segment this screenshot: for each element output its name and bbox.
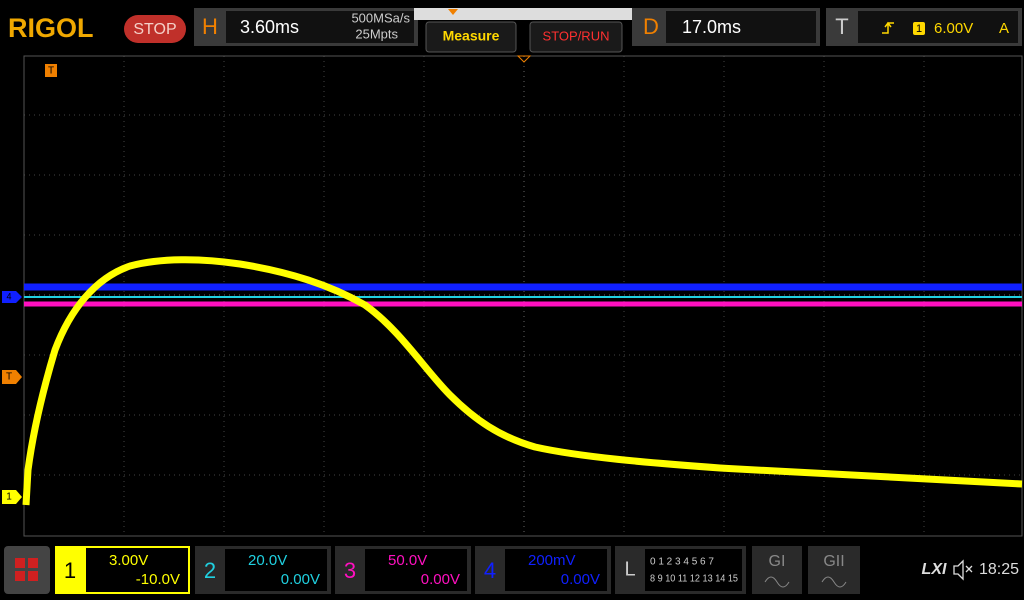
channel-1-scale: 3.00V (109, 552, 148, 569)
sample-rate: 500MSa/s (351, 10, 410, 25)
menu-icon-square (28, 558, 38, 568)
channel-3-inner (365, 549, 467, 591)
channel-4-marker (2, 291, 22, 303)
generator-2-label: GII (823, 553, 844, 570)
channel-1-marker (2, 490, 22, 504)
run-state: STOP (133, 21, 176, 38)
generator-2-button[interactable] (808, 546, 860, 594)
channel-2-offset: 0.00V (281, 571, 320, 588)
generator-1-button[interactable] (752, 546, 802, 594)
trigger-edge-icon (882, 21, 894, 34)
channel-4-inner (505, 549, 607, 591)
generator-2-wave (821, 576, 847, 588)
trigger-level-label: T (6, 372, 12, 383)
trigger-source-badge (913, 22, 925, 35)
channel-3-number: 3 (344, 558, 356, 583)
channel-3-scale: 50.0V (388, 552, 427, 569)
channel-4-marker-label: 4 (6, 291, 11, 301)
timeline-bar (414, 8, 632, 20)
menu-icon-square (15, 571, 25, 581)
trigger-top-label: T (48, 66, 54, 77)
logic-row-2: 8 9 10 11 12 13 14 15 (650, 574, 738, 585)
channel-1-box[interactable] (84, 546, 190, 594)
clock: 18:25 (979, 561, 1019, 578)
channel-2-scale: 20.0V (248, 552, 287, 569)
trigger-mode: A (999, 20, 1009, 37)
menu-icon-square (28, 571, 38, 581)
channel-1-trace (22, 256, 1023, 506)
logic-row-1: 0 1 2 3 4 5 6 7 (650, 557, 714, 568)
run-state-badge[interactable] (124, 15, 186, 43)
delay-value: 17.0ms (682, 17, 741, 37)
logic-label: L (624, 558, 635, 580)
generator-1-wave (764, 576, 790, 588)
timeline-marker (448, 9, 458, 15)
menu-button[interactable] (4, 546, 50, 594)
generator-1-label: GI (769, 553, 786, 570)
delay-inner (666, 11, 816, 43)
channel-2-number: 2 (204, 558, 216, 583)
trigger-level-marker (2, 370, 22, 384)
measure-label: Measure (443, 28, 500, 44)
stop-run-button[interactable] (529, 21, 623, 53)
menu-icon-square (15, 558, 25, 568)
trigger-label: T (835, 14, 848, 39)
trigger-source: 1 (916, 23, 922, 35)
channel-1-marker-label: 1 (6, 492, 12, 503)
trigger-inner (858, 11, 1018, 43)
lxi-status: LXI (922, 561, 947, 578)
memory-depth: 25Mpts (355, 26, 398, 41)
channel-1-offset: -10.0V (136, 571, 180, 588)
trigger-position-marker (516, 55, 532, 63)
logic-inner (645, 549, 742, 591)
channel-4-offset: 0.00V (561, 571, 600, 588)
channel-1-tab[interactable] (55, 546, 85, 594)
channel-2-inner (225, 549, 327, 591)
channel-4-number: 4 (484, 558, 496, 583)
timebase: 3.60ms (240, 17, 299, 37)
brand: RIGOL (8, 13, 94, 43)
menu-icon (15, 558, 38, 581)
channel-1-number: 1 (64, 558, 76, 583)
trigger-top-marker (45, 64, 57, 77)
measure-button[interactable] (425, 21, 517, 53)
channel-4-scale: 200mV (528, 552, 576, 569)
horizontal-label: H (202, 14, 218, 39)
channel-3-offset: 0.00V (421, 571, 460, 588)
stop-run-label: STOP/RUN (543, 28, 610, 43)
trigger-level: 6.00V (934, 20, 973, 37)
delay-label: D (643, 14, 659, 39)
speaker-icon (953, 559, 973, 581)
horizontal-inner (226, 11, 414, 43)
